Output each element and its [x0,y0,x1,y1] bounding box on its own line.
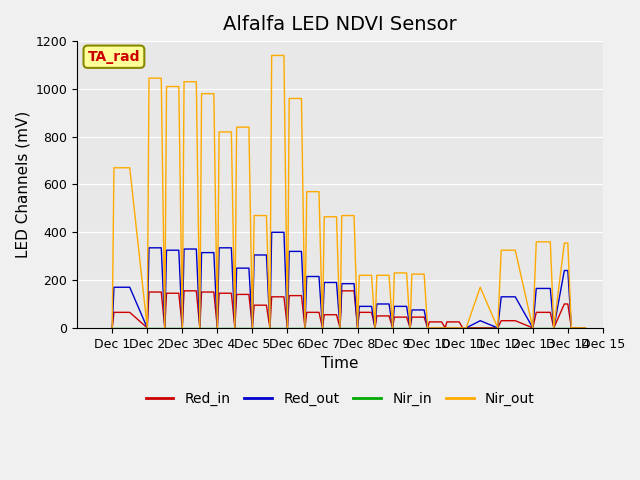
Y-axis label: LED Channels (mV): LED Channels (mV) [15,111,30,258]
Legend: Red_in, Red_out, Nir_in, Nir_out: Red_in, Red_out, Nir_in, Nir_out [140,386,540,412]
Title: Alfalfa LED NDVI Sensor: Alfalfa LED NDVI Sensor [223,15,457,34]
X-axis label: Time: Time [321,356,359,371]
Text: TA_rad: TA_rad [88,50,140,64]
